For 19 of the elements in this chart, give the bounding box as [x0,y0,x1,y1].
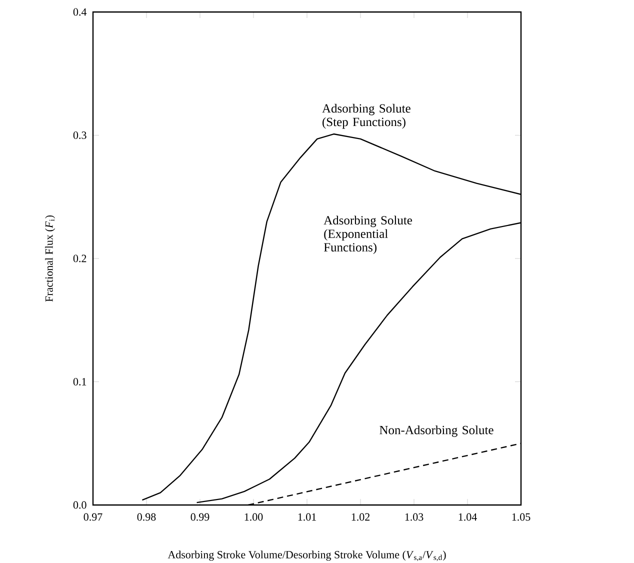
x-tick-label: 1.03 [405,513,424,521]
series-label: Adsorbing Solute (Exponential Functions) [324,216,412,254]
y-tick-label: 0.0 [73,501,86,509]
y-tick-label: 0.3 [73,132,86,139]
x-tick-label: 0.97 [84,513,102,521]
x-axis-title: Adsorbing Stroke Volume/Desorbing Stroke Volume (V$_{s,a}$/V$_{s,d}$) [168,550,446,562]
x-tick-label: 1.01 [298,513,316,521]
x-tick-label: 0.98 [137,513,156,521]
x-tick-label: 1.02 [352,513,370,521]
x-tick-label: 1.05 [512,513,530,521]
y-tick-label: 0.4 [73,8,87,16]
x-tick-label: 1.00 [244,513,263,521]
y-tick-label: 0.1 [73,378,86,386]
y-tick-label: 0.2 [73,254,86,262]
x-tick-label: 1.04 [458,513,477,521]
series-label: Non-Adsorbing Solute [380,425,494,437]
x-tick-label: 0.99 [190,513,210,521]
series-label: Adsorbing Solute (Step Functions) [322,104,410,129]
y-axis-title: Fractional Flux (F$_{i}$) [45,215,56,302]
